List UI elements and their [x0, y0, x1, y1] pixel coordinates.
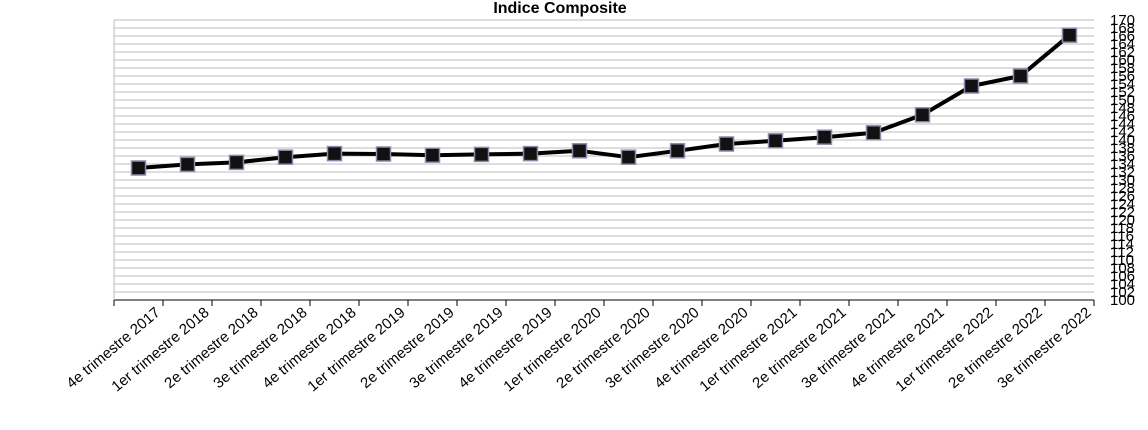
data-point-marker [718, 136, 735, 152]
y-tick-label: 166 [1110, 28, 1135, 45]
y-tick-label: 156 [1110, 68, 1135, 85]
y-tick-label: 168 [1110, 20, 1135, 37]
y-tick-label: 144 [1110, 116, 1135, 133]
data-point-marker [620, 149, 637, 165]
data-point-marker [669, 143, 686, 159]
data-point-marker [473, 146, 490, 163]
y-tick-label: 126 [1110, 188, 1135, 205]
y-tick-label: 118 [1110, 220, 1134, 237]
y-tick-label: 154 [1110, 76, 1135, 93]
y-tick-label: 114 [1110, 236, 1134, 253]
y-tick-label: 170 [1110, 12, 1135, 29]
y-tick-label: 152 [1110, 84, 1135, 101]
series-markers [130, 27, 1078, 176]
y-tick-label: 162 [1110, 44, 1135, 61]
y-tick-label: 148 [1110, 100, 1135, 117]
y-tick-label: 110 [1110, 252, 1134, 269]
data-point-marker [1061, 27, 1078, 43]
series-line-path [138, 33, 1071, 170]
y-tick-label: 106 [1110, 268, 1135, 285]
data-point-marker [326, 145, 343, 162]
y-tick-label: 140 [1110, 132, 1135, 149]
y-tick-label: 102 [1110, 284, 1135, 301]
data-point-marker [424, 147, 441, 163]
data-point-marker [522, 145, 539, 162]
y-tick-label: 158 [1110, 60, 1135, 77]
data-point-marker [571, 143, 588, 159]
y-tick-label: 116 [1110, 228, 1134, 245]
data-point-marker [767, 133, 784, 149]
y-tick-label: 130 [1110, 172, 1135, 189]
y-tick-label: 132 [1110, 164, 1135, 181]
y-tick-label: 100 [1110, 292, 1135, 309]
y-tick-label: 142 [1110, 124, 1135, 141]
series-line [138, 33, 1071, 170]
y-tick-label: 136 [1110, 148, 1135, 165]
axes [113, 20, 1095, 306]
y-tick-label: 120 [1110, 212, 1135, 229]
data-point-marker [228, 154, 245, 171]
y-tick-label: 164 [1110, 36, 1135, 53]
data-point-marker [865, 125, 882, 141]
y-tick-label: 160 [1110, 52, 1135, 69]
y-tick-label: 108 [1110, 260, 1135, 277]
chart-title: Indice Composite [493, 0, 626, 17]
y-tick-label: 104 [1110, 276, 1135, 293]
y-tick-label: 150 [1110, 92, 1135, 109]
y-tick-label: 112 [1110, 244, 1134, 261]
y-tick-label: 146 [1110, 108, 1135, 125]
y-axis-tick-labels: 1001021041061081101121141161181201221241… [1110, 12, 1135, 309]
data-point-marker [130, 160, 147, 176]
y-tick-label: 128 [1110, 180, 1135, 197]
data-point-marker [1012, 68, 1029, 84]
y-tick-label: 134 [1110, 156, 1135, 173]
data-point-marker [816, 129, 833, 145]
data-point-marker [963, 78, 980, 94]
data-point-marker [914, 107, 931, 123]
y-tick-label: 124 [1110, 196, 1135, 213]
data-point-marker [277, 149, 294, 165]
y-tick-label: 138 [1110, 140, 1135, 157]
data-point-marker [375, 146, 392, 162]
y-tick-label: 122 [1110, 204, 1135, 221]
data-point-marker [179, 156, 196, 173]
